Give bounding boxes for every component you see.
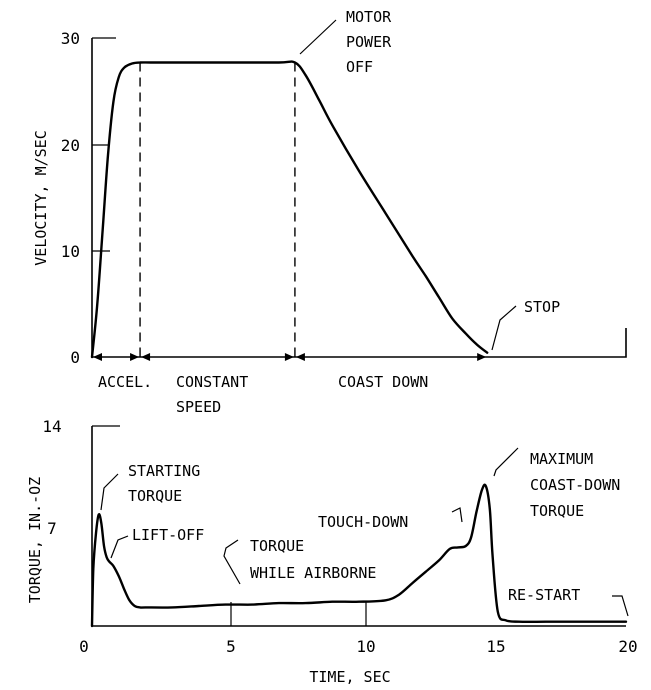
phase-arrow-0-start <box>93 353 102 361</box>
velocity-y-tick-label-20: 20 <box>61 136 80 155</box>
velocity-chart: 0 10 20 30 VELOCITY, M/SEC ACCEL. CONSTA… <box>32 8 627 416</box>
torque-y-axis-label: TORQUE, IN.-OZ <box>26 477 44 603</box>
stop-leader <box>491 305 517 351</box>
velocity-series-line <box>90 60 489 359</box>
annotation-torque-start: TORQUE <box>128 487 182 505</box>
torque-x-tick-label-0: 0 <box>79 637 89 656</box>
starting-torque-leader <box>100 473 119 511</box>
phase-arrow-1-end <box>284 353 294 361</box>
annotation-lift-off: LIFT-OFF <box>132 526 204 544</box>
velocity-y-tick-label-10: 10 <box>61 242 80 261</box>
annotation-off: OFF <box>346 58 373 76</box>
lift-off-leader <box>110 535 129 559</box>
annotation-coast-down: COAST-DOWN <box>530 476 620 494</box>
annotation-power: POWER <box>346 33 392 51</box>
annotation-stop: STOP <box>524 298 560 316</box>
phase-arrows <box>93 353 487 361</box>
torque-x-tick-label-10: 10 <box>356 637 375 656</box>
annotation-torque-max: TORQUE <box>530 502 584 520</box>
torque-y-tick-label-7: 7 <box>47 519 57 538</box>
velocity-x-axis <box>92 328 627 358</box>
annotation-re-start: RE-START <box>508 586 580 604</box>
phase-label-coast-down: COAST DOWN <box>338 373 428 391</box>
motor-power-off-leader <box>299 19 337 55</box>
annotation-torque-airborne: TORQUE <box>250 537 304 555</box>
phase-arrow-0-end <box>130 353 140 361</box>
phase-label-speed: SPEED <box>176 398 221 416</box>
torque-chart: 7 14 0 5 10 15 20 TIME, SEC TORQUE, IN.-… <box>26 417 638 686</box>
torque-y-tick-label-14: 14 <box>42 417 61 436</box>
annotation-while-airborne: WHILE AIRBORNE <box>250 564 376 582</box>
phase-label-constant: CONSTANT <box>176 373 248 391</box>
phase-arrow-1-start <box>141 353 151 361</box>
torque-x-tick-label-20: 20 <box>618 637 637 656</box>
phase-label-accel: ACCEL. <box>98 373 152 391</box>
phase-arrow-2-end <box>477 353 487 361</box>
velocity-y-tick-label-0: 0 <box>70 348 80 367</box>
torque-x-tick-label-15: 15 <box>486 637 505 656</box>
airborne-leader <box>223 539 241 585</box>
velocity-y-axis-label: VELOCITY, M/SEC <box>32 130 50 265</box>
annotation-starting: STARTING <box>128 462 200 480</box>
annotation-maximum: MAXIMUM <box>530 450 593 468</box>
torque-x-tick-label-5: 5 <box>226 637 236 656</box>
annotation-motor: MOTOR <box>346 8 392 26</box>
velocity-y-tick-label-30: 30 <box>61 29 80 48</box>
phase-arrow-2-start <box>295 353 305 361</box>
touch-down-leader <box>451 507 463 523</box>
maximum-torque-leader <box>493 447 519 477</box>
annotation-touch-down: TOUCH-DOWN <box>318 513 408 531</box>
torque-series-line <box>90 483 628 628</box>
torque-x-axis-label: TIME, SEC <box>309 668 390 686</box>
re-start-leader <box>612 595 629 617</box>
